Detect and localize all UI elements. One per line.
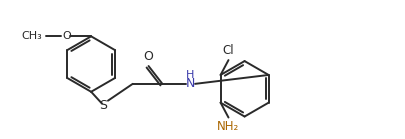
Text: CH₃: CH₃ — [21, 31, 42, 41]
Text: NH₂: NH₂ — [217, 121, 239, 133]
Text: O: O — [62, 31, 70, 41]
Text: H: H — [185, 70, 194, 80]
Text: N: N — [185, 77, 194, 90]
Text: O: O — [143, 50, 153, 63]
Text: Cl: Cl — [222, 44, 234, 57]
Text: S: S — [99, 99, 107, 112]
